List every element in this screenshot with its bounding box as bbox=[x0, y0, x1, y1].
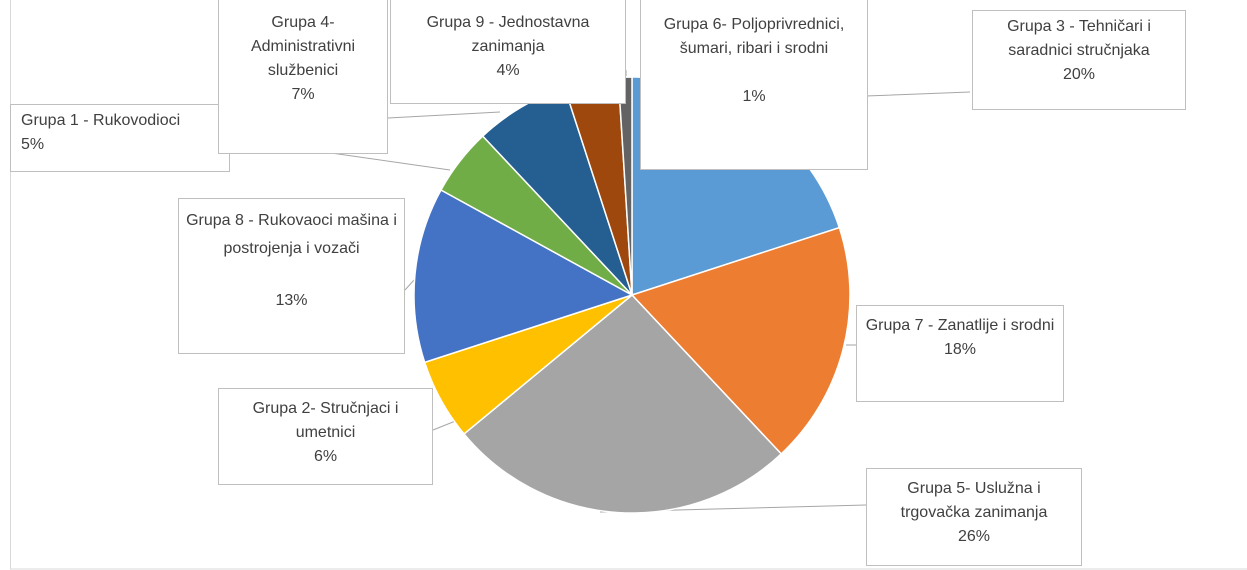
data-label: Grupa 7 - Zanatlije i srodni 18% bbox=[856, 305, 1064, 402]
leader-line bbox=[404, 279, 415, 291]
chart-border bbox=[10, 0, 1247, 570]
data-label: Grupa 4- Administrativni službenici 7% bbox=[218, 0, 388, 154]
leader-line bbox=[387, 111, 501, 119]
label-value: 26% bbox=[957, 528, 991, 545]
label-value: 6% bbox=[313, 448, 338, 465]
label-value: 7% bbox=[291, 86, 315, 103]
label-name: Grupa 2- Stručnjaci i umetnici bbox=[252, 400, 399, 441]
label-name: Grupa 4- Administrativni službenici bbox=[250, 14, 356, 79]
label-value: 13% bbox=[275, 292, 308, 309]
label-name: Grupa 7 - Zanatlije i srodni bbox=[865, 317, 1055, 334]
label-name: Grupa 3 - Tehničari i saradnici stručnja… bbox=[1007, 18, 1151, 59]
label-name: Grupa 1 - Rukovodioci bbox=[21, 112, 181, 129]
pie-slice bbox=[630, 226, 851, 455]
pie-slice bbox=[413, 188, 634, 364]
data-label: Grupa 1 - Rukovodioci 5% bbox=[10, 104, 230, 172]
slices bbox=[413, 76, 851, 514]
label-value: 4% bbox=[496, 62, 520, 79]
label-value: 5% bbox=[21, 136, 45, 153]
pie-slice bbox=[462, 293, 783, 514]
data-label: Grupa 5- Uslužna i trgovačka zanimanja 26… bbox=[866, 468, 1082, 566]
data-label: Grupa 6- Poljoprivrednici, šumari, ribar… bbox=[640, 0, 868, 170]
label-value: 20% bbox=[1062, 66, 1096, 83]
label-name: Grupa 9 - Jednostavna zanimanja bbox=[426, 14, 590, 55]
label-name: Grupa 8 - Rukovaoci mašina i postrojenja… bbox=[186, 212, 397, 257]
label-value: 1% bbox=[742, 88, 766, 105]
label-name: Grupa 6- Poljoprivrednici, šumari, ribar… bbox=[663, 16, 845, 57]
data-label: Grupa 2- Stručnjaci i umetnici 6% bbox=[218, 388, 433, 485]
data-label: Grupa 9 - Jednostavna zanimanja 4% bbox=[390, 0, 626, 104]
label-name: Grupa 5- Uslužna i trgovačka zanimanja bbox=[900, 480, 1048, 521]
data-label: Grupa 8 - Rukovaoci mašina i postrojenja… bbox=[178, 198, 405, 354]
label-value: 18% bbox=[943, 341, 977, 358]
data-label: Grupa 3 - Tehničari i saradnici stručnja… bbox=[972, 10, 1186, 110]
